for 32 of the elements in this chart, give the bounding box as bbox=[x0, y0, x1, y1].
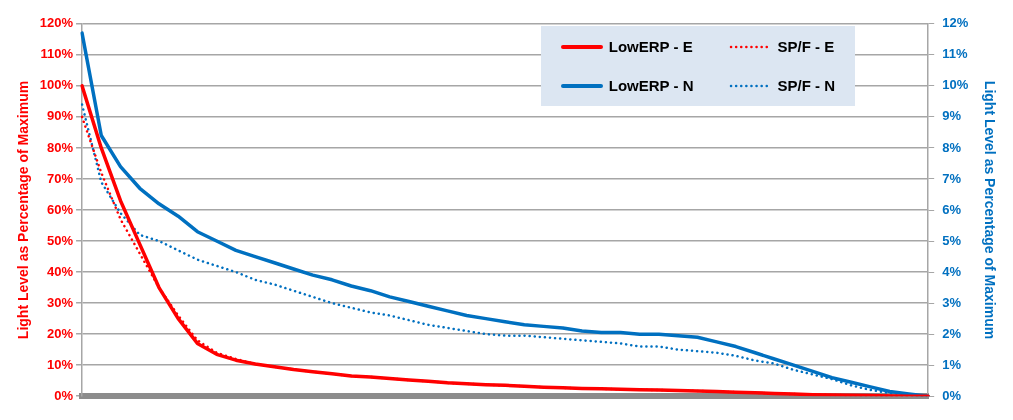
y2-tick-label: 2% bbox=[942, 325, 962, 341]
y2-tick-label: 3% bbox=[942, 294, 962, 310]
y-tick-label: 100% bbox=[39, 77, 74, 93]
legend-label: SP/F - E bbox=[777, 38, 835, 55]
y2-tick-label: 1% bbox=[942, 356, 962, 372]
y-tick-label: 10% bbox=[47, 356, 74, 372]
legend-label: SP/F - N bbox=[777, 77, 835, 94]
y-tick-label: 40% bbox=[47, 263, 74, 279]
y-tick-label: 70% bbox=[47, 170, 74, 186]
y-tick-label: 90% bbox=[47, 108, 74, 124]
y-tick-label: 50% bbox=[47, 232, 74, 248]
y2-tick-label: 6% bbox=[942, 201, 962, 217]
y-tick-label: 60% bbox=[47, 201, 74, 217]
y-axis-title: Light Level as Percentage of Maximum bbox=[15, 80, 32, 340]
y-tick-label: 80% bbox=[47, 139, 74, 155]
y2-tick-label: 12% bbox=[942, 15, 969, 31]
legend-label: LowERP - N bbox=[608, 77, 694, 94]
y-tick-label: 30% bbox=[47, 294, 74, 310]
y2-axis-title: Light Level as Percentage of Maximum bbox=[981, 80, 998, 340]
y2-tick-label: 9% bbox=[942, 108, 962, 124]
y2-tick-label: 5% bbox=[942, 232, 962, 248]
y2-tick-label: 11% bbox=[942, 46, 968, 62]
legend-label: LowERP - E bbox=[608, 38, 693, 55]
y2-tick-label: 8% bbox=[942, 139, 962, 155]
y2-tick-label: 7% bbox=[942, 170, 962, 186]
y2-tick-label: 4% bbox=[942, 263, 962, 279]
y2-tick-label: 0% bbox=[942, 387, 962, 403]
y-tick-label: 120% bbox=[39, 15, 74, 31]
y-tick-label: 20% bbox=[47, 325, 74, 341]
y-tick-label: 0% bbox=[54, 387, 74, 403]
y-tick-label: 110% bbox=[40, 46, 74, 62]
y2-tick-label: 10% bbox=[942, 77, 969, 93]
